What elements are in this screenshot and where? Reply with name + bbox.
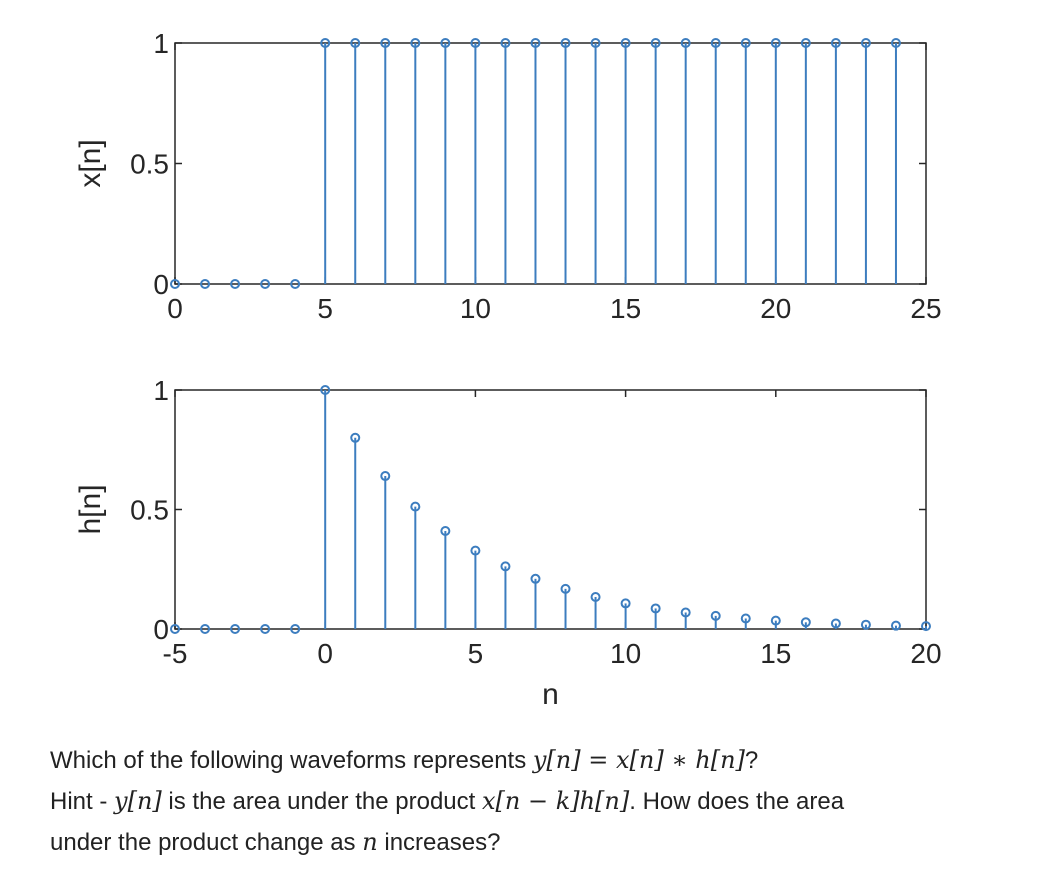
y-tick-label: 1 [153,375,169,406]
x-tick-label: 20 [760,293,791,324]
stem-marker [410,38,421,48]
axes-box [174,389,927,630]
stem-marker [921,621,931,632]
stem-marker [890,620,901,631]
stem-marker [590,38,601,48]
stem-marker [410,501,421,512]
stem-marker [830,38,841,48]
stem-marker [800,617,811,628]
stem-marker [800,38,811,48]
plot-1: 0 5 10 15 20 25 0 0.5 1 x[n] [74,28,942,324]
question-mark: ? [744,747,759,774]
axes-box [174,42,927,285]
stem-marker [680,38,691,48]
stem-marker [350,38,361,48]
hint-math-product: x[n − k]h[n] [481,787,630,815]
stem-marker [860,619,871,630]
x-tick-label: 20 [910,638,941,669]
stem-marker [260,279,271,289]
x-axis-label: n [542,678,559,711]
x-tick-label: 0 [317,638,333,669]
stem-marker [650,603,661,614]
hint-text-3: under the product change as [50,829,363,856]
hint-text-4: increases? [377,829,501,856]
stem-marker [380,38,391,48]
stem-marker [170,624,180,634]
y-tick-label: 0 [153,614,169,645]
convolution-equation: y[n] = x[n] ∗ h[n] [532,746,745,774]
stem-marker [860,38,871,48]
x-tick-label: 0 [167,293,183,324]
hint-line-1: Hint - y[n] is the area under the produc… [50,781,1050,822]
stem-marker [680,607,691,618]
stem-marker [230,279,241,289]
x-tick-label: 15 [610,293,641,324]
y-tick-label: 0 [153,269,169,300]
stem-marker [290,624,301,634]
y-tick-label: 1 [153,28,169,59]
question-text: Which of the following waveforms represe… [50,740,1050,863]
stem-marker [290,279,301,289]
x-tick-label: 5 [317,293,333,324]
stem-marker [770,615,781,626]
hint-math-y: y[n] [114,787,162,815]
stem-marker [380,471,391,482]
stem-marker [620,38,631,48]
stem-marker [500,38,511,48]
hint-prefix: Hint - [50,788,115,815]
x-tick-label: 15 [760,638,791,669]
hint-text-1: is the area under the product [161,788,482,815]
stem-marker [650,38,661,48]
stem-marker [590,591,601,602]
stem-marker [710,38,721,48]
y-tick-label: 0.5 [130,495,169,526]
stem-marker [200,279,211,289]
stem-marker [470,545,481,556]
y-axis-label: h[n] [74,484,107,534]
stem-marker [620,598,631,609]
stem-marker [320,38,331,48]
x-tick-label: 10 [460,293,491,324]
stem-marker [560,38,571,48]
hint-math-n: n [362,828,378,856]
stem-marker [740,38,751,48]
question-line-1: Which of the following waveforms represe… [50,740,1050,781]
stem-marker [530,573,541,584]
x-tick-label: 5 [468,638,484,669]
stem-marker [260,624,271,634]
stem-marker [200,624,211,634]
stem-marker [740,613,751,624]
stem-marker [320,385,331,395]
stem-marker [500,561,511,572]
x-tick-label: 25 [910,293,941,324]
stem-marker [440,526,451,537]
stem-marker [530,38,541,48]
x-tick-label: -5 [163,638,188,669]
stem-marker [440,38,451,48]
stem-marker [560,583,571,594]
stem-marker [170,279,180,289]
hint-line-2: under the product change as n increases? [50,822,1050,863]
y-tick-label: 0.5 [130,149,169,180]
stem-marker [230,624,241,634]
stem-marker [710,610,721,621]
y-axis-label: x[n] [74,139,107,187]
x-tick-label: 10 [610,638,641,669]
hint-text-2: . How does the area [629,788,845,815]
stem-marker [770,38,781,48]
stem-marker [470,38,481,48]
question-line-1-text: Which of the following waveforms represe… [50,747,533,774]
stem-marker [890,38,901,48]
stem-marker [350,432,361,443]
stem-marker [830,618,841,629]
